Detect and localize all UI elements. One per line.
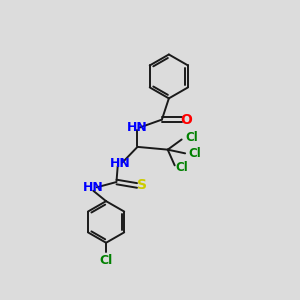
Text: Cl: Cl	[185, 131, 198, 144]
Text: HN: HN	[127, 121, 148, 134]
Text: S: S	[137, 178, 147, 193]
Text: HN: HN	[83, 182, 104, 194]
Text: O: O	[180, 112, 192, 127]
Text: Cl: Cl	[189, 147, 201, 160]
Text: Cl: Cl	[100, 254, 113, 267]
Text: HN: HN	[110, 157, 130, 170]
Text: Cl: Cl	[176, 161, 188, 174]
